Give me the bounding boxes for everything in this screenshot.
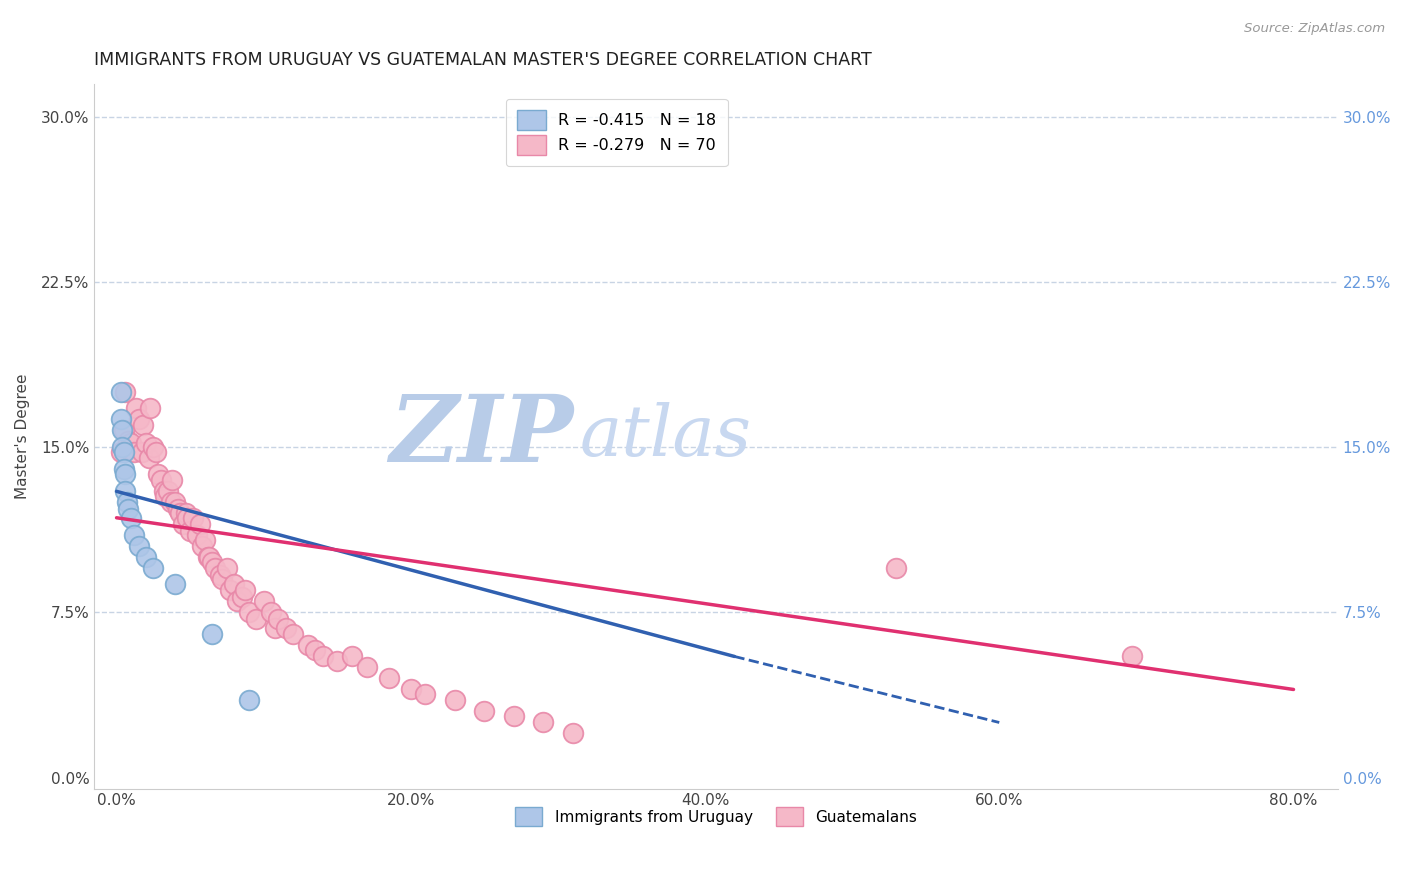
Point <box>120 510 142 524</box>
Point <box>120 436 142 450</box>
Point <box>153 489 176 503</box>
Point <box>165 495 187 509</box>
Point <box>135 550 157 565</box>
Point <box>238 693 260 707</box>
Point <box>165 576 187 591</box>
Text: IMMIGRANTS FROM URUGUAY VS GUATEMALAN MASTER'S DEGREE CORRELATION CHART: IMMIGRANTS FROM URUGUAY VS GUATEMALAN MA… <box>94 51 872 69</box>
Point <box>132 418 155 433</box>
Point <box>142 561 165 575</box>
Point <box>274 621 297 635</box>
Point <box>128 411 150 425</box>
Point <box>231 590 253 604</box>
Point <box>531 715 554 730</box>
Point <box>112 444 135 458</box>
Point <box>112 462 135 476</box>
Point <box>884 561 907 575</box>
Point <box>238 606 260 620</box>
Point <box>172 517 194 532</box>
Point <box>304 643 326 657</box>
Point <box>377 672 399 686</box>
Point <box>114 484 136 499</box>
Point <box>149 474 172 488</box>
Text: ZIP: ZIP <box>389 392 574 482</box>
Point <box>253 594 276 608</box>
Point <box>110 444 132 458</box>
Text: Source: ZipAtlas.com: Source: ZipAtlas.com <box>1244 22 1385 36</box>
Point <box>356 660 378 674</box>
Point <box>174 507 197 521</box>
Point <box>114 467 136 481</box>
Point <box>267 612 290 626</box>
Point <box>233 583 256 598</box>
Point <box>399 682 422 697</box>
Point <box>157 484 180 499</box>
Point <box>112 423 135 437</box>
Point <box>502 709 524 723</box>
Point <box>139 401 162 415</box>
Point <box>444 693 467 707</box>
Point <box>115 495 138 509</box>
Point <box>146 467 169 481</box>
Y-axis label: Master's Degree: Master's Degree <box>15 374 30 500</box>
Point <box>110 411 132 425</box>
Point <box>110 385 132 400</box>
Point <box>111 440 134 454</box>
Point <box>162 474 184 488</box>
Point <box>1121 649 1143 664</box>
Point <box>117 434 139 448</box>
Point <box>169 507 191 521</box>
Point <box>211 573 233 587</box>
Point <box>311 649 333 664</box>
Point <box>281 627 304 641</box>
Point <box>128 540 150 554</box>
Point <box>124 401 146 415</box>
Point <box>297 639 319 653</box>
Point <box>117 502 139 516</box>
Point <box>135 436 157 450</box>
Point <box>176 510 198 524</box>
Point <box>215 561 238 575</box>
Point <box>122 528 145 542</box>
Point <box>181 510 204 524</box>
Point <box>152 484 174 499</box>
Point <box>145 444 167 458</box>
Point <box>160 495 183 509</box>
Point <box>114 385 136 400</box>
Point <box>138 451 160 466</box>
Point <box>131 444 153 458</box>
Text: atlas: atlas <box>579 401 751 471</box>
Point <box>167 502 190 516</box>
Point <box>264 621 287 635</box>
Point <box>201 627 224 641</box>
Point <box>142 440 165 454</box>
Point <box>197 550 219 565</box>
Point <box>326 654 349 668</box>
Point <box>204 561 226 575</box>
Point <box>472 705 495 719</box>
Point <box>561 726 583 740</box>
Point <box>191 540 214 554</box>
Point <box>179 524 201 538</box>
Point <box>194 533 217 547</box>
Point <box>340 649 363 664</box>
Point <box>111 423 134 437</box>
Point <box>208 568 231 582</box>
Point <box>186 528 208 542</box>
Point <box>224 576 246 591</box>
Point <box>198 550 221 565</box>
Point <box>201 555 224 569</box>
Point <box>190 517 212 532</box>
Point <box>260 606 283 620</box>
Point <box>122 444 145 458</box>
Point <box>245 612 267 626</box>
Legend: Immigrants from Uruguay, Guatemalans: Immigrants from Uruguay, Guatemalans <box>508 800 925 834</box>
Point <box>226 594 249 608</box>
Point <box>415 687 437 701</box>
Point <box>218 583 240 598</box>
